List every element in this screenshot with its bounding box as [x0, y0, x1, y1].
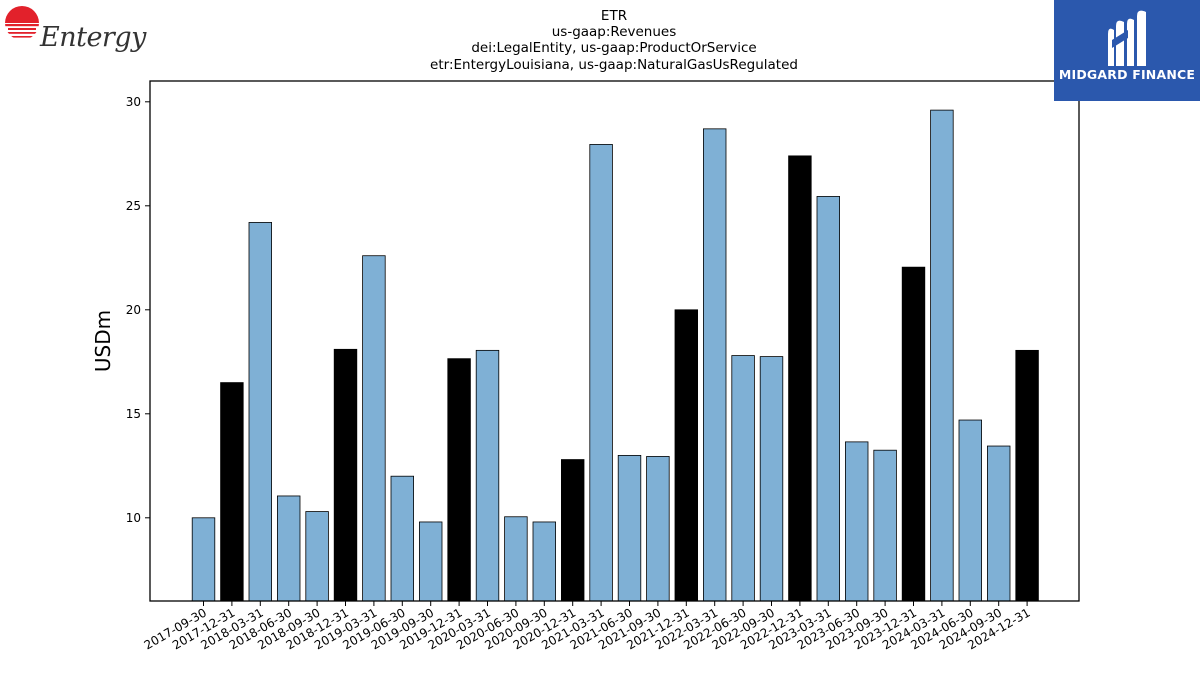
bar-2021-03-31 — [589, 144, 613, 602]
y-tick-label: 20 — [126, 303, 141, 317]
title-line-1: ETR — [601, 8, 627, 24]
entergy-sun-icon — [5, 6, 39, 38]
bar-2019-12-31 — [447, 358, 471, 602]
bar-2021-12-31 — [674, 309, 699, 602]
bar-2024-06-30 — [958, 419, 983, 602]
bar-2019-03-31 — [362, 255, 386, 602]
bar-2020-06-30 — [504, 516, 528, 602]
bar-2021-09-30 — [646, 456, 670, 602]
bar-2022-09-30 — [759, 356, 784, 602]
bar-2023-03-31 — [816, 196, 841, 602]
bar-2019-09-30 — [418, 521, 443, 602]
bar-2020-09-30 — [532, 521, 557, 602]
bar-2020-03-31 — [475, 349, 500, 602]
x-axis: 2017-09-302017-12-312018-03-312018-06-30… — [142, 601, 1033, 652]
y-tick-label: 15 — [126, 407, 141, 421]
bar-2024-12-31 — [1015, 349, 1039, 602]
bar-2020-12-31 — [561, 459, 585, 602]
chart-title: ETR us-gaap:Revenues dei:LegalEntity, us… — [430, 8, 798, 73]
bar-2023-06-30 — [845, 441, 869, 602]
y-tick-label: 25 — [126, 199, 141, 213]
bar-2017-12-31 — [220, 382, 244, 602]
title-line-3: dei:LegalEntity, us-gaap:ProductOrServic… — [471, 40, 756, 56]
y-tick-label: 30 — [126, 95, 141, 109]
midgard-m-icon — [1108, 10, 1146, 66]
midgard-wordmark: MIDGARD FINANCE — [1058, 67, 1196, 82]
bar-2023-09-30 — [873, 449, 897, 602]
entergy-logo: Entergy — [4, 4, 146, 56]
bar-2022-03-31 — [703, 128, 727, 602]
bar-2018-09-30 — [305, 511, 329, 602]
bar-2022-12-31 — [788, 155, 812, 602]
bar-2024-09-30 — [987, 445, 1011, 602]
bar-2018-12-31 — [333, 348, 358, 602]
bar-2017-09-30 — [191, 517, 216, 602]
plot-frame — [149, 80, 1080, 602]
y-axis: 10 15 20 25 30 — [126, 95, 150, 525]
bar-2019-06-30 — [390, 475, 415, 602]
bar-series — [191, 109, 1039, 602]
bar-2024-03-31 — [930, 109, 954, 602]
bar-2018-03-31 — [248, 222, 273, 602]
bar-2021-06-30 — [617, 454, 642, 602]
entergy-wordmark: Entergy — [40, 22, 146, 53]
bar-2018-06-30 — [276, 495, 301, 602]
bar-2023-12-31 — [901, 266, 926, 602]
midgard-finance-logo: MIDGARD FINANCE — [1054, 0, 1200, 101]
y-tick-label: 10 — [126, 511, 141, 525]
y-axis-label: USDm — [91, 310, 115, 372]
title-line-4: etr:EntergyLouisiana, us-gaap:NaturalGas… — [430, 57, 798, 73]
title-line-2: us-gaap:Revenues — [552, 24, 677, 40]
bar-2022-06-30 — [731, 355, 755, 602]
